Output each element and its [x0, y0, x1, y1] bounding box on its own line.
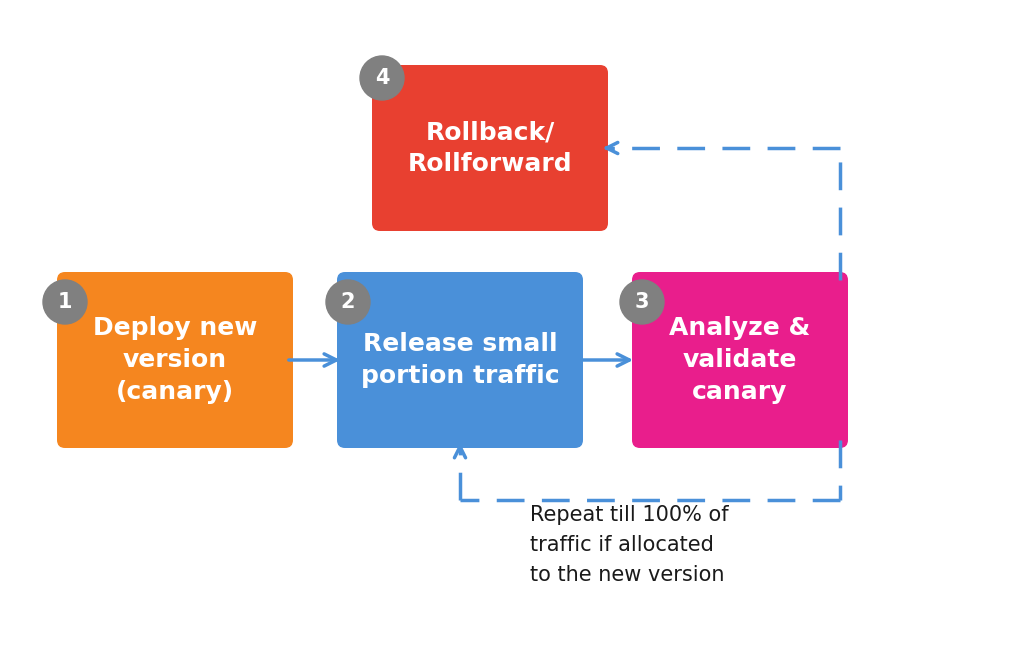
Text: 2: 2 — [341, 292, 355, 312]
FancyBboxPatch shape — [57, 272, 293, 448]
Text: Repeat till 100% of
traffic if allocated
to the new version: Repeat till 100% of traffic if allocated… — [530, 505, 729, 585]
Text: Analyze &
validate
canary: Analyze & validate canary — [670, 316, 811, 403]
Text: Deploy new
version
(canary): Deploy new version (canary) — [93, 316, 257, 403]
Text: 1: 1 — [57, 292, 73, 312]
Circle shape — [620, 280, 664, 324]
Circle shape — [360, 56, 404, 100]
FancyBboxPatch shape — [632, 272, 848, 448]
Text: 3: 3 — [635, 292, 649, 312]
FancyBboxPatch shape — [337, 272, 583, 448]
Text: Rollback/
Rollforward: Rollback/ Rollforward — [408, 120, 572, 176]
Text: Release small
portion traffic: Release small portion traffic — [360, 332, 559, 387]
FancyBboxPatch shape — [372, 65, 608, 231]
Circle shape — [326, 280, 370, 324]
Circle shape — [43, 280, 87, 324]
Text: 4: 4 — [375, 68, 389, 88]
